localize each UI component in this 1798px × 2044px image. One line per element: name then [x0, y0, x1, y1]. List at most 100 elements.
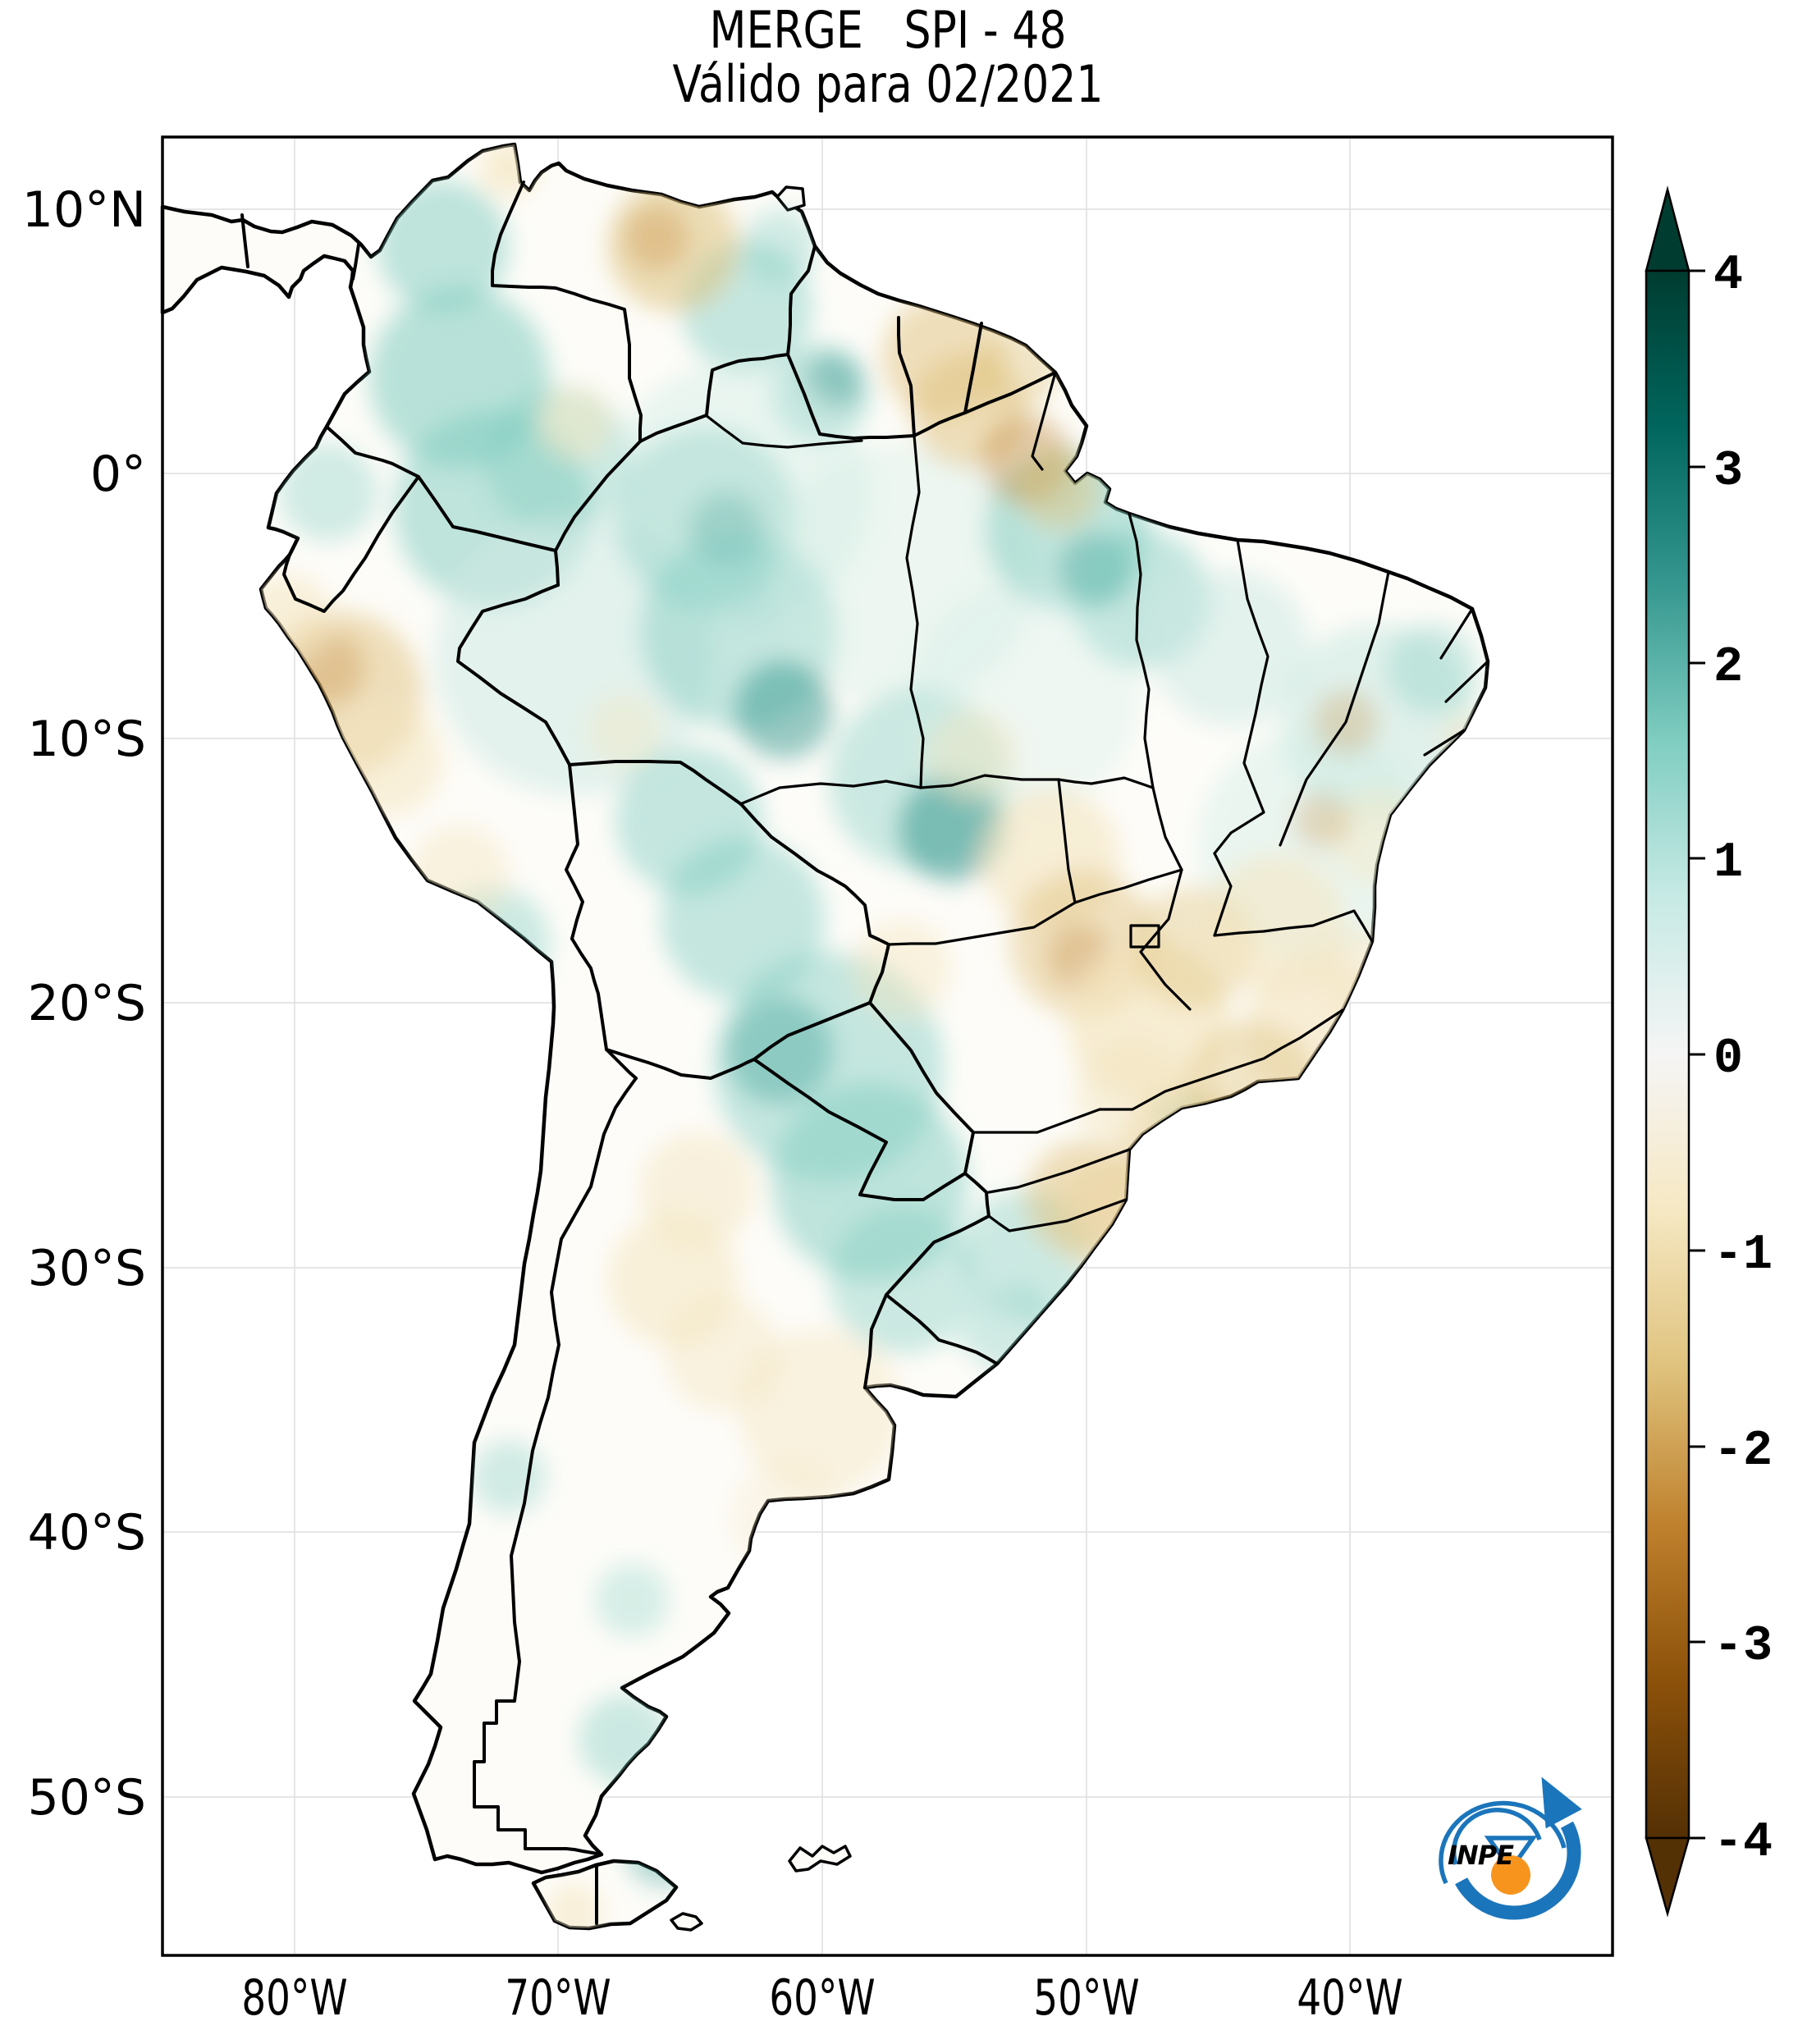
title-line1: MERGE SPI - 48 [710, 1, 1067, 61]
svg-text:50°W: 50°W [1033, 1969, 1139, 2026]
colorbar-tick-label: 4 [1713, 248, 1743, 304]
colorbar-tick-label: 0 [1713, 1031, 1743, 1087]
state-border [1279, 570, 1390, 847]
state-border [1213, 909, 1374, 943]
x-tick-label: 50°W [1033, 1969, 1139, 2026]
inpe-logo-arrowhead [1541, 1776, 1582, 1829]
spi-patch [739, 1329, 903, 1493]
colorbar-bar [1645, 269, 1690, 1840]
colorbar-tick-label: 1 [1713, 835, 1743, 891]
state-border [1439, 607, 1474, 660]
state-border [987, 1198, 1128, 1232]
state-border [739, 780, 922, 806]
spi-patch [624, 205, 689, 271]
spi-patch [1292, 792, 1350, 849]
x-tick-label: 80°W [241, 1969, 347, 2026]
border-colombia-ecuador [325, 425, 420, 478]
figure-title: MERGE SPI - 48 [710, 1, 1067, 61]
svg-text:70°W: 70°W [505, 1969, 611, 2026]
state-border [987, 1148, 1131, 1194]
border-suriname-brazil [913, 411, 967, 437]
x-tick-label: 40°W [1297, 1969, 1402, 2026]
colorbar-over-arrow [1645, 185, 1690, 272]
border-venezuela-guyana [786, 245, 817, 356]
longitude-axis-labels: 80°W 70°W 60°W 50°W 40°W [241, 1969, 1402, 2026]
border-chile-argentina [473, 1077, 638, 1856]
state-border [887, 868, 1183, 946]
y-tick-label: 10°N [22, 181, 146, 239]
border-bolivia-paraguay [753, 1001, 872, 1061]
inpe-logo-outer-arc [1439, 1800, 1567, 1885]
spi-patch [377, 181, 509, 312]
border-guyana-suriname [897, 316, 916, 437]
inpe-logo-inner-arc [1451, 1808, 1542, 1865]
spi-patch [538, 386, 611, 460]
border-costarica-panama [240, 213, 249, 268]
spi-patch [587, 693, 661, 767]
border-peru-brazil [456, 583, 571, 766]
border-bolivia-chile [570, 937, 638, 1080]
border-venezuela-brazil [638, 353, 789, 443]
x-tick-label: 70°W [505, 1969, 611, 2026]
border-argentina-uruguay [863, 1293, 888, 1389]
spi-patch [1387, 624, 1477, 714]
spi-patch [279, 443, 377, 542]
isla-de-los-estados [670, 1912, 703, 1932]
svg-text:80°W: 80°W [241, 1969, 347, 2026]
state-border [1213, 852, 1233, 937]
border-colombia-peru [417, 475, 560, 587]
spi-patch [743, 209, 817, 283]
x-tick-label: 60°W [769, 1969, 875, 2026]
colorbar-tick-label: -4 [1713, 1815, 1773, 1871]
border-suriname-frenchguiana [963, 322, 983, 414]
inpe-logo-text: INPE [1448, 1840, 1514, 1871]
spi-patch [936, 1272, 1018, 1354]
colorbar: 4 3 2 1 0 -1 -2 -3 -4 [1645, 185, 1773, 1918]
border-guyana-brazil [786, 353, 916, 440]
border-paraguay-brazil [868, 1001, 975, 1175]
state-border [1057, 778, 1077, 904]
country-borders [240, 181, 1057, 1925]
state-border [704, 414, 863, 449]
colorbar-tick-label: -2 [1713, 1424, 1773, 1479]
colorbar-under-arrow [1645, 1836, 1690, 1918]
state-border [972, 1108, 1101, 1134]
svg-text:60°W: 60°W [769, 1969, 875, 2026]
state-border [1031, 371, 1057, 471]
inpe-logo-orange-dot [1491, 1855, 1530, 1895]
spi-patch [661, 837, 825, 1001]
inpe-logo-down-arrow [1484, 1836, 1538, 1873]
border-frenchguiana-brazil [963, 371, 1057, 414]
state-border [905, 434, 925, 789]
state-border [1151, 786, 1183, 871]
state-border [1098, 1008, 1344, 1111]
border-paraguay-argentina-parana [922, 1172, 967, 1201]
border-ecuador-peru [282, 475, 420, 613]
inpe-logo: INPE [1439, 1776, 1582, 1920]
colorbar-tick-label: -1 [1713, 1228, 1773, 1283]
svg-text:40°W: 40°W [1297, 1969, 1402, 2026]
border-colombia-brazil [554, 440, 642, 552]
inpe-logo-swoosh [1455, 1821, 1581, 1920]
y-tick-label: 40°S [28, 1504, 146, 1562]
state-border [1139, 868, 1192, 1011]
map-frame [161, 135, 1614, 1957]
spi-patch [1153, 570, 1309, 726]
border-colombia-venezuela [491, 181, 643, 443]
state-border [1128, 512, 1155, 789]
border-peru-bolivia [565, 763, 584, 940]
colorbar-tick-label: 2 [1713, 640, 1743, 696]
spi-patch [734, 661, 833, 759]
colorbar-tick-label: 3 [1713, 444, 1743, 500]
state-borders [704, 371, 1489, 1232]
border-argentina-paraguay [753, 1058, 925, 1201]
border-bolivia-argentina [605, 1048, 756, 1080]
state-border [1213, 538, 1270, 855]
state-border [1444, 660, 1489, 703]
spi-patch [595, 1563, 669, 1637]
latitude-axis-labels: 10°N 0° 10°S 20°S 30°S 40°S 50°S [22, 181, 146, 1827]
border-uruguay-brazil [885, 1293, 999, 1365]
colorbar-tick-label: -3 [1713, 1619, 1773, 1675]
